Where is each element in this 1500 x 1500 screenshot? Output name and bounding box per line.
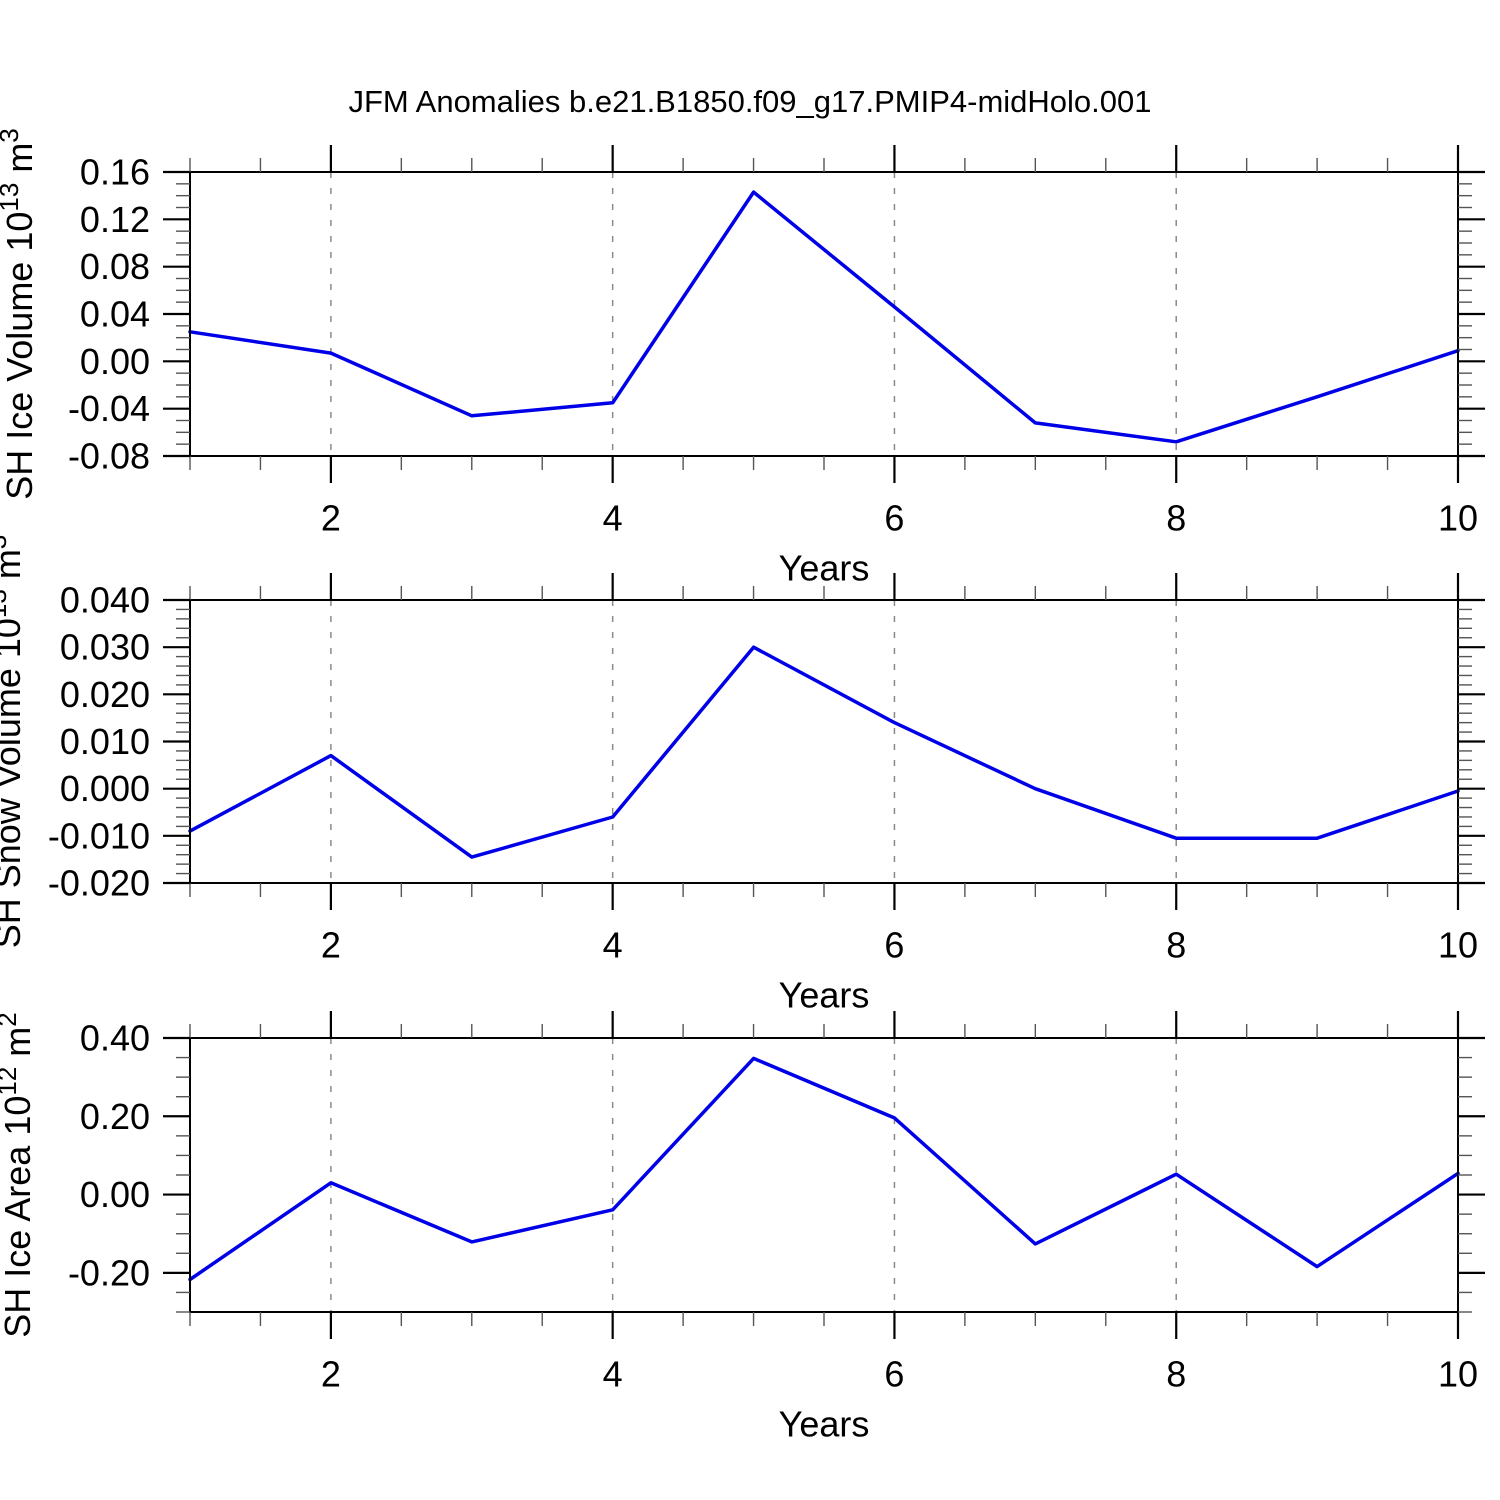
svg-text:0.030: 0.030: [60, 627, 150, 668]
figure-title: JFM Anomalies b.e21.B1850.f09_g17.PMIP4-…: [348, 84, 1152, 119]
ticks-sh-snow-volume: [163, 573, 1485, 910]
svg-text:0.12: 0.12: [80, 199, 150, 240]
svg-text:4: 4: [603, 498, 623, 539]
panel-sh-ice-volume: 2 4 6 8 10 0.16 0.12 0.08 0.04 0.00 -0.04 -0.08 Year…: [0, 128, 1485, 589]
gridlines-sh-snow-volume: [330, 600, 1177, 883]
y-axis-title-sh-ice-volume: SH Ice Volume 1013 m3: [0, 128, 40, 500]
svg-text:-0.020: -0.020: [48, 863, 150, 904]
svg-text:0.040: 0.040: [60, 580, 150, 621]
svg-text:2: 2: [321, 925, 341, 966]
svg-text:10: 10: [1438, 498, 1478, 539]
svg-text:6: 6: [884, 925, 904, 966]
panel-sh-snow-volume: 2 4 6 8 10 0.040 0.030 0.020 0.010 0.000 -0.010 -0.…: [0, 535, 1485, 1016]
y-tick-labels-sh-snow-volume: 0.040 0.030 0.020 0.010 0.000 -0.010 -0.020: [48, 580, 150, 904]
svg-text:-0.010: -0.010: [48, 815, 150, 856]
series-line-sh-ice-volume: [188, 190, 1460, 444]
svg-text:2: 2: [321, 1354, 341, 1395]
svg-text:10: 10: [1438, 1354, 1478, 1395]
svg-text:6: 6: [884, 1354, 904, 1395]
ticks-sh-ice-area: [163, 1011, 1485, 1339]
x-axis-title-sh-snow-volume: Years: [779, 975, 870, 1016]
svg-text:10: 10: [1438, 925, 1478, 966]
svg-text:0.000: 0.000: [60, 768, 150, 809]
y-axis-title-sh-snow-volume: SH Snow Volume 1013 m3: [0, 535, 28, 949]
svg-text:4: 4: [603, 1354, 623, 1395]
svg-text:0.08: 0.08: [80, 246, 150, 287]
gridlines-sh-ice-area: [330, 1038, 1177, 1312]
svg-text:8: 8: [1166, 925, 1186, 966]
gridlines-sh-ice-volume: [330, 172, 1177, 456]
x-tick-labels-sh-ice-area: 2 4 6 8 10: [321, 1354, 1478, 1395]
svg-text:0.16: 0.16: [80, 152, 150, 193]
svg-text:-0.08: -0.08: [68, 436, 150, 477]
series-line-sh-snow-volume: [188, 645, 1460, 859]
svg-text:0.04: 0.04: [80, 294, 150, 335]
y-tick-labels-sh-ice-area: 0.40 0.20 0.00 -0.20: [68, 1018, 150, 1294]
svg-text:0.020: 0.020: [60, 674, 150, 715]
svg-text:0.00: 0.00: [80, 341, 150, 382]
x-axis-title-sh-ice-volume: Years: [779, 548, 870, 589]
y-tick-labels-sh-ice-volume: 0.16 0.12 0.08 0.04 0.00 -0.04 -0.08: [68, 152, 150, 477]
svg-text:8: 8: [1166, 1354, 1186, 1395]
axis-box-sh-snow-volume: [189, 599, 1459, 884]
panel-sh-ice-area: 2 4 6 8 10 0.40 0.20 0.00 -0.20 Years SH Ice Area …: [0, 1011, 1485, 1445]
svg-text:0.40: 0.40: [80, 1018, 150, 1059]
svg-text:-0.20: -0.20: [68, 1252, 150, 1293]
ticks-sh-ice-volume: [163, 145, 1485, 483]
x-tick-labels-sh-ice-volume: 2 4 6 8 10: [321, 498, 1478, 539]
svg-text:0.010: 0.010: [60, 721, 150, 762]
svg-text:0.20: 0.20: [80, 1096, 150, 1137]
y-axis-title-sh-ice-area: SH Ice Area 1012 m2: [0, 1012, 38, 1338]
svg-text:6: 6: [884, 498, 904, 539]
series-line-sh-ice-area: [188, 1056, 1460, 1282]
svg-text:4: 4: [603, 925, 623, 966]
svg-text:2: 2: [321, 498, 341, 539]
svg-text:0.00: 0.00: [80, 1174, 150, 1215]
x-tick-labels-sh-snow-volume: 2 4 6 8 10: [321, 925, 1478, 966]
axis-box-sh-ice-area: [189, 1037, 1459, 1313]
svg-text:8: 8: [1166, 498, 1186, 539]
svg-text:-0.04: -0.04: [68, 388, 150, 429]
x-axis-title-sh-ice-area: Years: [779, 1404, 870, 1445]
